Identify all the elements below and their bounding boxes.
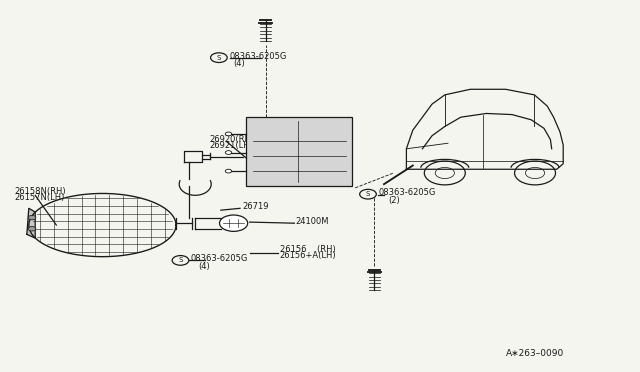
Text: 26157N(LH): 26157N(LH) [14, 193, 65, 202]
Circle shape [225, 132, 232, 136]
Text: 26719: 26719 [242, 202, 268, 211]
Polygon shape [246, 117, 352, 186]
Text: (2): (2) [388, 196, 399, 205]
Circle shape [220, 215, 248, 231]
Text: 26158N(RH): 26158N(RH) [14, 187, 66, 196]
Text: 24100M: 24100M [296, 217, 329, 226]
Text: S: S [179, 257, 182, 263]
Text: S: S [366, 191, 370, 197]
Text: (4): (4) [234, 60, 245, 68]
Text: S: S [217, 55, 221, 61]
Text: A∗263–0090: A∗263–0090 [506, 349, 564, 358]
Text: 26156    (RH): 26156 (RH) [280, 245, 335, 254]
Polygon shape [27, 208, 35, 238]
Circle shape [225, 151, 232, 154]
Text: 26920(RH): 26920(RH) [209, 135, 255, 144]
Circle shape [28, 215, 36, 220]
Circle shape [28, 227, 36, 231]
Text: 08363-6205G: 08363-6205G [191, 254, 248, 263]
Text: 08363-6205G: 08363-6205G [379, 188, 436, 197]
Text: (4): (4) [198, 262, 210, 271]
Text: 26921(LH): 26921(LH) [209, 141, 253, 150]
Text: 08363-6205G: 08363-6205G [229, 52, 287, 61]
Circle shape [225, 169, 232, 173]
Text: 26156+A(LH): 26156+A(LH) [280, 251, 336, 260]
